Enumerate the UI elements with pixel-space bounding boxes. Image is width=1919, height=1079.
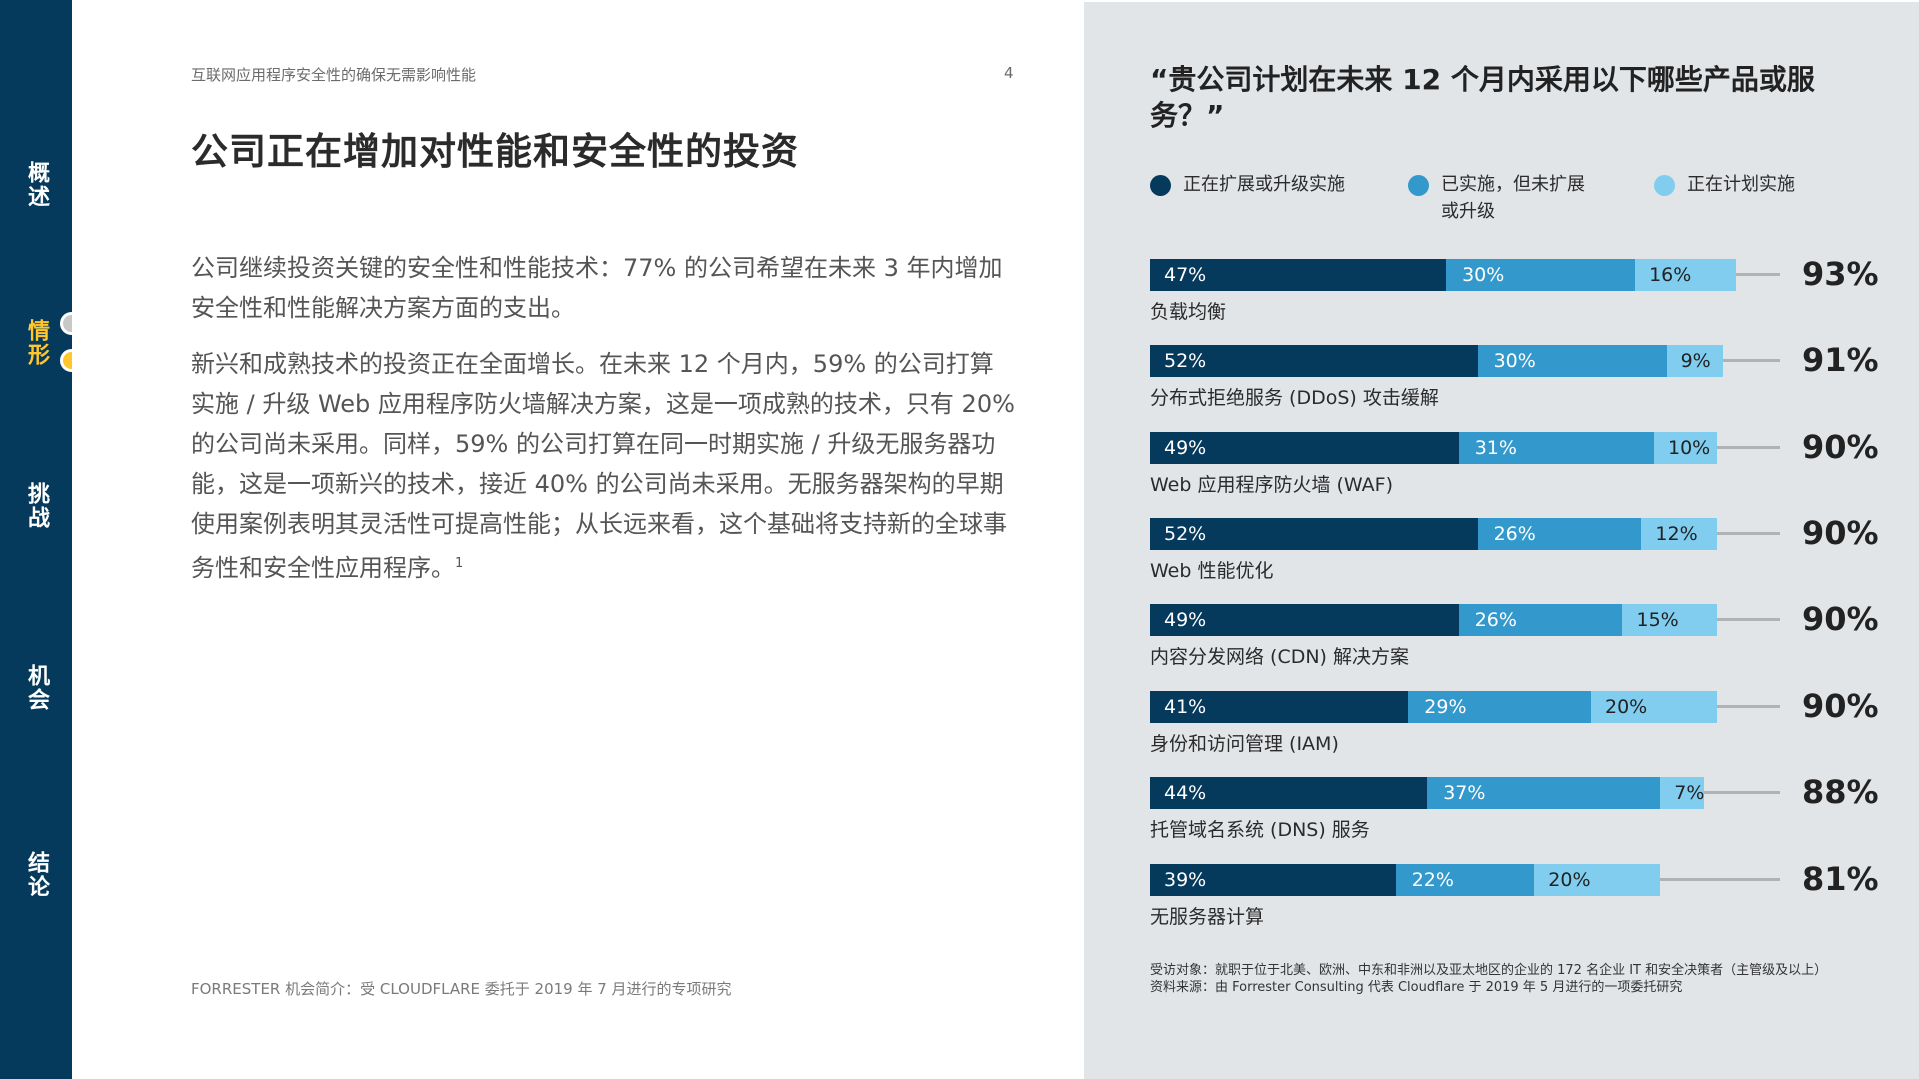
total-percentage: 90% xyxy=(1802,428,1879,466)
footnote-marker[interactable]: 1 xyxy=(455,556,464,571)
running-head: 互联网应用程序安全性的确保无需影响性能 xyxy=(191,66,477,84)
sidebar-item-label: 挑战 xyxy=(24,482,49,530)
sidebar-item-situation[interactable]: 情形 xyxy=(0,308,72,378)
source-respondents: 受访对象：就职于位于北美、欧洲、中东和非洲以及亚太地区的企业的 172 名企业 … xyxy=(1150,963,1828,978)
legend-item: 正在扩展或升级实施 xyxy=(1150,174,1345,198)
category-label: 托管域名系统 (DNS) 服务 xyxy=(1150,819,1370,841)
source-attribution: 资料来源：由 Forrester Consulting 代表 Cloudflar… xyxy=(1150,980,1683,995)
leader-line xyxy=(1660,878,1780,881)
chart-row: 49% 31% 10% 90% Web 应用程序防火墙 (WAF) xyxy=(1150,428,1890,512)
stacked-bar: 49% 31% 10% xyxy=(1150,432,1717,464)
category-label: 负载均衡 xyxy=(1150,301,1227,323)
paragraph-text: 新兴和成熟技术的投资正在全面增长。在未来 12 个月内，59% 的公司打算实施 … xyxy=(191,350,1015,582)
document-page xyxy=(72,0,1084,1079)
total-percentage: 90% xyxy=(1802,514,1879,552)
chart-row: 41% 29% 20% 90% 身份和访问管理 (IAM) xyxy=(1150,687,1890,771)
bar-segment: 20% xyxy=(1590,691,1717,723)
body-paragraph: 公司继续投资关键的安全性和性能技术：77% 的公司希望在未来 3 年内增加安全性… xyxy=(191,254,1003,322)
sidebar-item-label: 情形 xyxy=(24,319,49,367)
sidebar-item-label: 概述 xyxy=(24,161,49,209)
stacked-bar: 41% 29% 20% xyxy=(1150,691,1717,723)
leader-line xyxy=(1717,705,1780,708)
chart-row: 44% 37% 7% 88% 托管域名系统 (DNS) 服务 xyxy=(1150,773,1890,857)
stacked-bar: 44% 37% 7% xyxy=(1150,777,1705,809)
legend-dot-icon xyxy=(1150,175,1171,196)
bar-segment: 26% xyxy=(1477,518,1642,550)
leader-line xyxy=(1735,273,1780,276)
section-sidebar: 概述 情形 挑战 机会 结论 xyxy=(0,0,72,1079)
bar-segment: 30% xyxy=(1477,345,1667,377)
category-label: Web 应用程序防火墙 (WAF) xyxy=(1150,474,1394,496)
bar-segment: 26% xyxy=(1458,604,1623,636)
bar-segment: 52% xyxy=(1150,345,1478,377)
bar-segment: 7% xyxy=(1660,777,1705,809)
total-percentage: 93% xyxy=(1802,255,1879,293)
category-label: 分布式拒绝服务 (DDoS) 攻击缓解 xyxy=(1150,387,1439,409)
legend-label: 已实施，但未扩展或升级 xyxy=(1441,174,1585,222)
legend-dot-icon xyxy=(1408,175,1429,196)
sidebar-item-label: 结论 xyxy=(24,851,49,899)
total-percentage: 91% xyxy=(1802,341,1879,379)
legend-dot-icon xyxy=(1654,175,1675,196)
stacked-bar: 49% 26% 15% xyxy=(1150,604,1717,636)
body-paragraph: 新兴和成熟技术的投资正在全面增长。在未来 12 个月内，59% 的公司打算实施 … xyxy=(191,344,1016,588)
bar-segment: 49% xyxy=(1150,604,1459,636)
chart-row: 52% 26% 12% 90% Web 性能优化 xyxy=(1150,514,1890,598)
chart-title: “贵公司计划在未来 12 个月内采用以下哪些产品或服务？” xyxy=(1150,63,1815,132)
page-title: 公司正在增加对性能和安全性的投资 xyxy=(191,130,799,173)
leader-line xyxy=(1717,446,1780,449)
sidebar-item-challenge[interactable]: 挑战 xyxy=(0,471,72,541)
leader-line xyxy=(1717,532,1780,535)
bar-segment: 52% xyxy=(1150,518,1478,550)
chart-source: 受访对象：就职于位于北美、欧洲、中东和非洲以及亚太地区的企业的 172 名企业 … xyxy=(1150,962,1827,996)
legend-item: 正在计划实施 xyxy=(1654,174,1795,198)
bar-segment: 31% xyxy=(1458,432,1654,464)
bar-segment: 39% xyxy=(1150,864,1396,896)
bar-segment: 22% xyxy=(1395,864,1535,896)
leader-line xyxy=(1723,359,1780,362)
bar-segment: 15% xyxy=(1622,604,1717,636)
stacked-bar: 52% 30% 9% xyxy=(1150,345,1724,377)
chart-row: 52% 30% 9% 91% 分布式拒绝服务 (DDoS) 攻击缓解 xyxy=(1150,341,1890,425)
total-percentage: 88% xyxy=(1802,773,1879,811)
leader-line xyxy=(1704,791,1780,794)
bar-segment: 30% xyxy=(1446,259,1636,291)
stacked-bar: 47% 30% 16% xyxy=(1150,259,1736,291)
sidebar-item-overview[interactable]: 概述 xyxy=(0,150,72,220)
page-number: 4 xyxy=(1004,64,1014,82)
bar-segment: 47% xyxy=(1150,259,1447,291)
bar-segment: 10% xyxy=(1653,432,1717,464)
category-label: 无服务器计算 xyxy=(1150,906,1265,928)
sidebar-item-label: 机会 xyxy=(24,664,49,712)
chart-row: 39% 22% 20% 81% 无服务器计算 xyxy=(1150,860,1890,944)
bar-segment: 49% xyxy=(1150,432,1459,464)
bar-segment: 16% xyxy=(1635,259,1736,291)
category-label: 内容分发网络 (CDN) 解决方案 xyxy=(1150,646,1410,668)
total-percentage: 81% xyxy=(1802,860,1879,898)
sidebar-item-conclusion[interactable]: 结论 xyxy=(0,840,72,910)
stacked-bar: 52% 26% 12% xyxy=(1150,518,1717,550)
total-percentage: 90% xyxy=(1802,687,1879,725)
bar-segment: 29% xyxy=(1408,691,1591,723)
stacked-bar: 39% 22% 20% xyxy=(1150,864,1661,896)
category-label: 身份和访问管理 (IAM) xyxy=(1150,733,1339,755)
bar-segment: 9% xyxy=(1666,345,1724,377)
total-percentage: 90% xyxy=(1802,600,1879,638)
chart-row: 47% 30% 16% 93% 负载均衡 xyxy=(1150,255,1890,339)
bar-segment: 20% xyxy=(1534,864,1661,896)
sidebar-item-opportunity[interactable]: 机会 xyxy=(0,653,72,723)
leader-line xyxy=(1717,618,1780,621)
chart-row: 49% 26% 15% 90% 内容分发网络 (CDN) 解决方案 xyxy=(1150,600,1890,684)
bar-segment: 41% xyxy=(1150,691,1409,723)
legend-label: 正在扩展或升级实施 xyxy=(1183,174,1345,195)
bar-segment: 37% xyxy=(1427,777,1661,809)
category-label: Web 性能优化 xyxy=(1150,560,1274,582)
bar-segment: 44% xyxy=(1150,777,1428,809)
legend-label: 正在计划实施 xyxy=(1687,174,1795,195)
bar-segment: 12% xyxy=(1641,518,1717,550)
legend-item: 已实施，但未扩展或升级 xyxy=(1408,174,1608,225)
page-footer: FORRESTER 机会简介：受 CLOUDFLARE 委托于 2019 年 7… xyxy=(191,980,732,998)
